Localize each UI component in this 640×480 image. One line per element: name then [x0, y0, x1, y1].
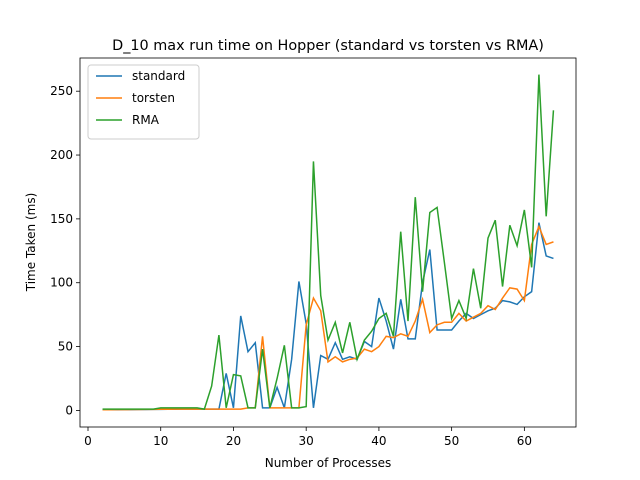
legend-label: torsten — [132, 91, 175, 105]
y-tick-label: 50 — [58, 340, 73, 354]
x-tick-label: 20 — [226, 434, 241, 448]
series-line — [102, 74, 555, 410]
x-tick-label: 60 — [517, 434, 532, 448]
y-tick-label: 100 — [50, 276, 73, 290]
y-tick-label: 200 — [50, 148, 73, 162]
x-tick-label: 50 — [444, 434, 459, 448]
legend-label: RMA — [132, 113, 160, 127]
x-tick-label: 40 — [371, 434, 386, 448]
y-tick-label: 0 — [65, 403, 73, 417]
legend: standard torsten RMA — [87, 64, 200, 140]
legend-label: standard — [132, 69, 185, 83]
y-tick-label: 250 — [50, 84, 73, 98]
chart-title: D_10 max run time on Hopper (standard vs… — [112, 38, 544, 54]
x-tick-label: 10 — [153, 434, 168, 448]
plot-frame — [79, 57, 577, 428]
x-tick-label: 30 — [299, 434, 314, 448]
y-axis-label: Time Taken (ms) — [24, 193, 38, 293]
x-tick-label: 0 — [84, 434, 92, 448]
y-tick-label: 150 — [50, 212, 73, 226]
series-line — [102, 224, 554, 411]
x-axis-label: Number of Processes — [265, 456, 392, 470]
